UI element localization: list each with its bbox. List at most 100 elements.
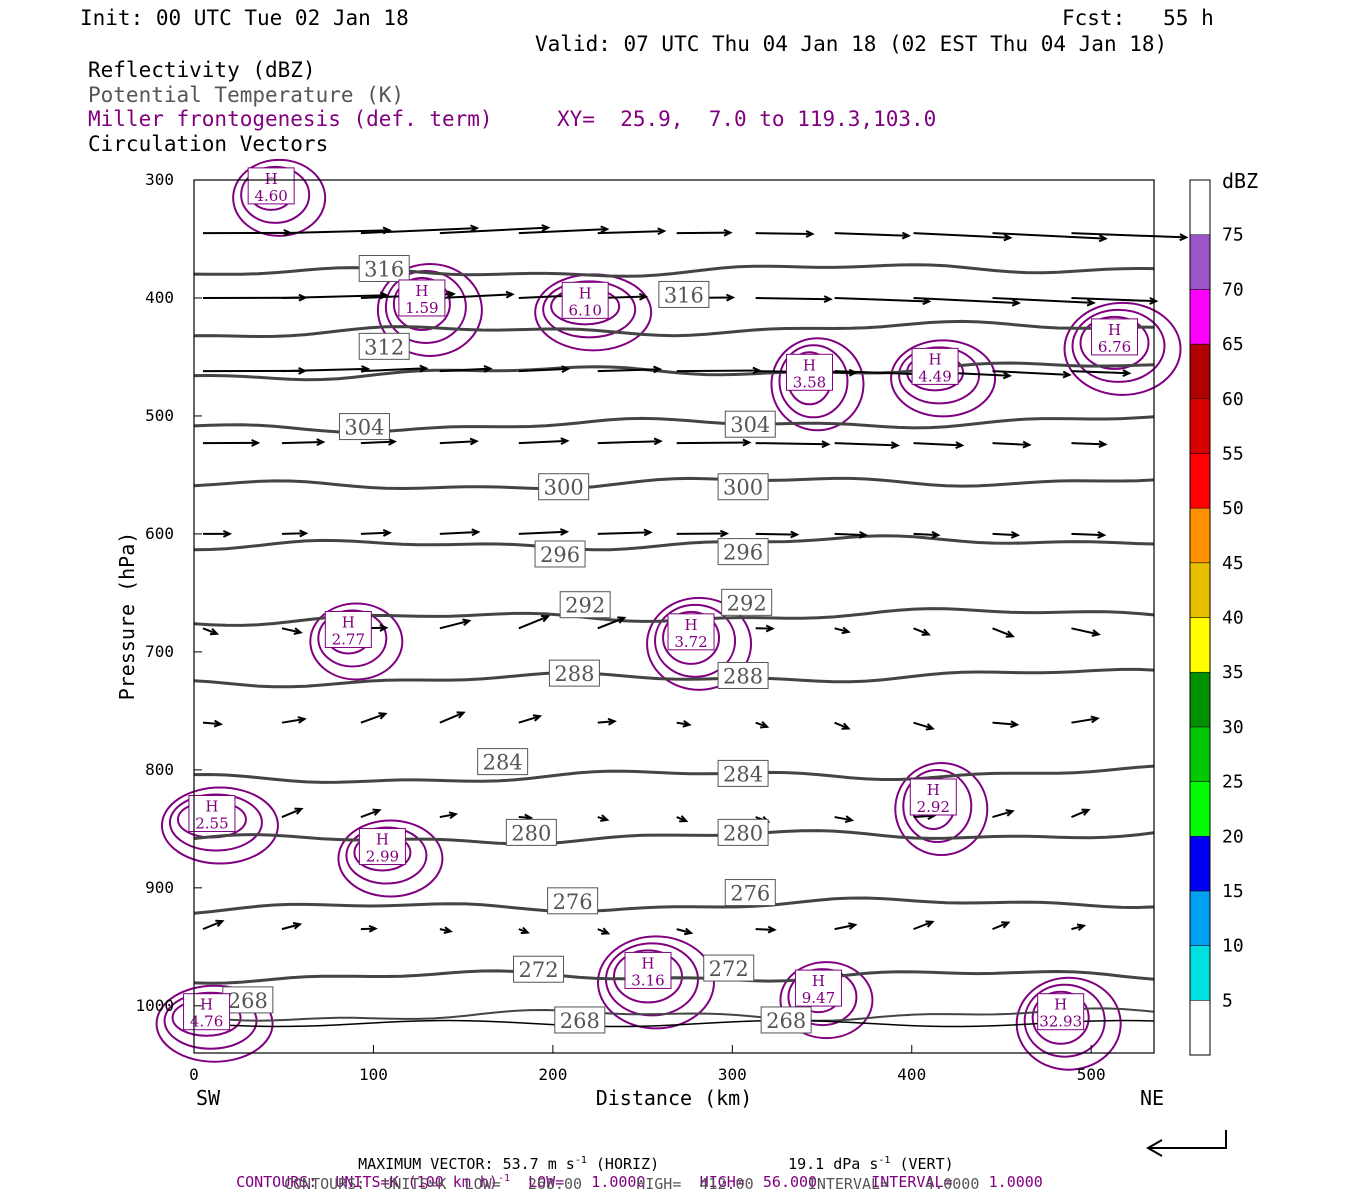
frontogenesis-max-box [624, 951, 672, 989]
circulation-vector [439, 813, 456, 819]
theta-label-box [717, 759, 769, 787]
circulation-vector-head [378, 712, 388, 720]
circulation-vector-head [540, 615, 551, 623]
circulation-vector-head [505, 290, 515, 299]
frontogenesis-max-symbol: H [376, 831, 389, 849]
frontogenesis-max-box [324, 610, 372, 648]
colorbar-label: 30 [1222, 717, 1244, 738]
field-vectors: Circulation Vectors [88, 132, 329, 156]
max-vector-vert-text: 19.1 dPa s-1 (VERT) [788, 1155, 954, 1173]
circulation-vector [992, 921, 1009, 931]
theta-label-box [538, 473, 590, 501]
theta-label-276: 276 [724, 879, 776, 907]
circulation-vector [439, 293, 513, 299]
circulation-vector [281, 294, 387, 299]
circulation-vector [1071, 532, 1105, 537]
circulation-vector-head [448, 811, 459, 820]
frontogenesis-max-symbol: H [1108, 321, 1121, 339]
y-axis-label: Pressure (hPa) [115, 532, 139, 701]
theta-label-text: 268 [560, 1009, 600, 1033]
circulation-vector-head [1097, 531, 1107, 539]
circulation-vector-head [848, 922, 858, 930]
circulation-vector-head [293, 627, 303, 635]
colorbar-segment [1189, 343, 1211, 399]
circulation-vector-head [890, 441, 900, 450]
theta-label-300: 300 [538, 473, 590, 501]
circulation-vector [1071, 442, 1106, 446]
theta-label-296: 296 [717, 538, 769, 566]
colorbar-segment [1189, 617, 1211, 673]
circulation-vector-head [719, 529, 730, 538]
theta-label-box [547, 887, 599, 915]
circulation-vector [518, 530, 567, 535]
circulation-vector-head [742, 438, 752, 447]
circulation-vector-head [760, 721, 770, 729]
colorbar-segment [1189, 234, 1211, 290]
circulation-vector-head [844, 815, 855, 823]
circulation-vector [439, 531, 479, 535]
circulation-vector [834, 721, 849, 730]
circulation-vector-head [726, 293, 736, 302]
circulation-vector [913, 814, 935, 819]
colorbar-segment [1189, 671, 1211, 728]
circulation-vector-head [1003, 233, 1013, 242]
circulation-vector [834, 296, 930, 303]
colorbar-label: 70 [1222, 279, 1244, 300]
colorbar-segment [1189, 836, 1211, 892]
theta-label-316: 316 [658, 280, 710, 308]
frontogenesis-max-3.16: H3.16 [624, 951, 672, 989]
frontogenesis-max-4.76: H4.76 [183, 993, 231, 1031]
circulation-vector [992, 627, 1014, 638]
theta-contour-272 [193, 969, 1155, 985]
circulation-vector [202, 721, 221, 726]
colorbar-label: 50 [1222, 498, 1244, 519]
frontogenesis-contour [337, 819, 444, 898]
theta-label-268: 268 [760, 1006, 812, 1034]
circulation-vector [913, 296, 1019, 305]
circulation-vector-head [483, 364, 493, 373]
circulation-vector-head [456, 711, 466, 719]
frontogenesis-max-box [667, 613, 715, 651]
circulation-vector [281, 718, 305, 724]
theta-label-272: 272 [703, 954, 755, 982]
circulation-vector [992, 232, 1106, 240]
theta-contour-280 [193, 829, 1155, 846]
circulation-vector-head [292, 922, 303, 930]
circulation-vector [518, 715, 541, 724]
theta-label-284: 284 [477, 748, 529, 776]
circulation-vector [360, 712, 386, 724]
circulation-vector-head [600, 814, 610, 822]
field-reflectivity: Reflectivity (dBZ) [88, 58, 316, 82]
circulation-vector [518, 367, 569, 373]
circulation-vector-head [1001, 921, 1011, 929]
circulation-vector [755, 928, 775, 931]
theta-label-box [513, 955, 565, 983]
theta-label-box [534, 540, 586, 568]
circulation-vector-head [901, 231, 912, 240]
y-tick-label: 400 [145, 288, 174, 307]
circulation-vector [1071, 627, 1099, 636]
circulation-vector-head [607, 717, 617, 726]
frontogenesis-contour [1031, 990, 1090, 1045]
circulation-vector-head [841, 626, 851, 635]
circulation-vector [281, 808, 302, 818]
theta-label-284: 284 [717, 759, 769, 787]
circulation-vector-head [222, 529, 233, 538]
theta-label-text: 272 [518, 958, 558, 982]
circulation-vector-head [1022, 440, 1032, 449]
frontogenesis-contour [894, 761, 989, 856]
circulation-vector [281, 923, 301, 931]
frontogenesis-max-value: 2.55 [195, 815, 228, 833]
circulation-vector-head [469, 437, 479, 446]
circulation-vector [755, 532, 798, 536]
x-tick-label: 100 [359, 1065, 388, 1084]
theta-label-text: 316 [664, 283, 704, 307]
colorbar-label: 15 [1222, 881, 1244, 902]
frontogenesis-max-value: 3.16 [631, 971, 664, 989]
circulation-vector-head [382, 529, 392, 537]
frontogenesis-max-symbol: H [200, 996, 213, 1014]
frontogenesis-max-symbol: H [579, 284, 592, 302]
frontogenesis-contour [787, 968, 858, 1027]
theta-label-292: 292 [721, 588, 773, 616]
circulation-vector [913, 532, 939, 537]
